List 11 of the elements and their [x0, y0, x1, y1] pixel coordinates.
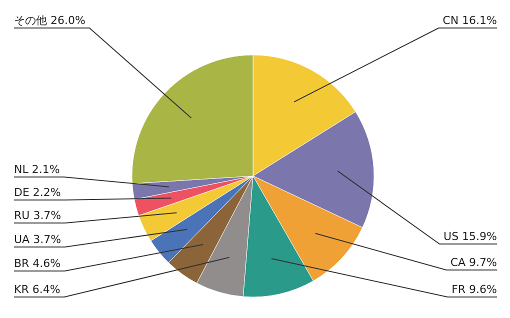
slice-label: RU 3.7% [14, 209, 62, 222]
slice-label: CA 9.7% [450, 256, 497, 269]
slice-label: NL 2.1% [14, 163, 60, 176]
slice-label: CN 16.1% [442, 14, 497, 27]
slice-label: DE 2.2% [14, 186, 61, 199]
slice-label: US 15.9% [444, 230, 497, 243]
slice-label: FR 9.6% [452, 283, 497, 296]
slice-label: BR 4.6% [14, 257, 61, 270]
slice-label: KR 6.4% [14, 283, 60, 296]
slice-label: UA 3.7% [14, 233, 62, 246]
slice-label: その他 26.0% [14, 14, 86, 27]
